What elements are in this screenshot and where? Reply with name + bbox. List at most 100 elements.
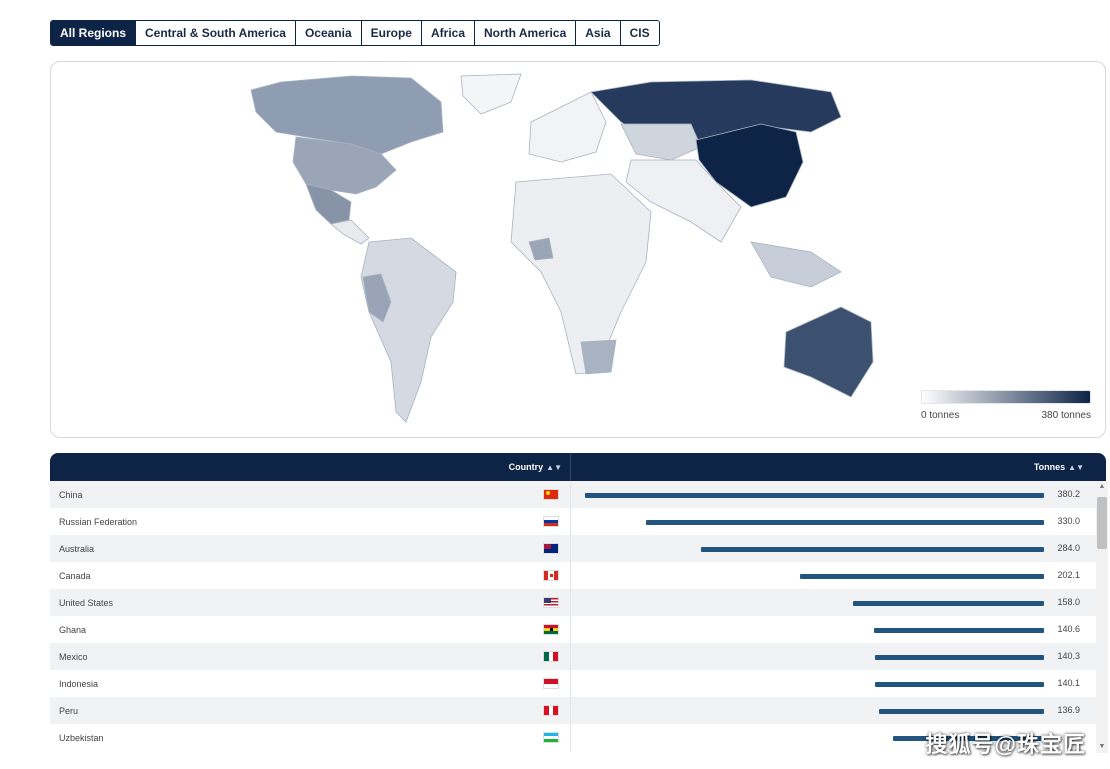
tonnes-value: 380.2 xyxy=(1057,489,1080,499)
tonnes-cell: 140.3 xyxy=(571,643,1106,670)
map-country-canada[interactable] xyxy=(250,75,444,155)
tonnes-bar xyxy=(879,709,1044,714)
sort-icon[interactable]: ▲▼ xyxy=(546,463,562,472)
table-body: China 380.2 Russian Federation 330.0 Aus… xyxy=(50,481,1106,751)
country-cell: Uzbekistan xyxy=(50,724,571,751)
country-name: Ghana xyxy=(59,624,87,635)
flag-icon xyxy=(543,732,559,743)
legend-gradient xyxy=(921,390,1091,404)
tonnes-bar xyxy=(646,520,1044,525)
tonnes-value: 330.0 xyxy=(1057,516,1080,526)
map-country-peru[interactable] xyxy=(362,273,392,323)
tonnes-bar xyxy=(893,736,1044,741)
sort-icon[interactable]: ▲▼ xyxy=(1068,463,1084,472)
table-row[interactable]: Uzbekistan xyxy=(50,724,1106,751)
tab-africa[interactable]: Africa xyxy=(421,21,475,45)
table-row[interactable]: Australia 284.0 xyxy=(50,535,1106,562)
flag-icon xyxy=(543,651,559,662)
map-country-south-africa[interactable] xyxy=(580,339,617,375)
country-name: United States xyxy=(59,597,114,608)
table-row[interactable]: China 380.2 xyxy=(50,481,1106,508)
country-name: Russian Federation xyxy=(59,516,138,527)
table-row[interactable]: Canada 202.1 xyxy=(50,562,1106,589)
legend-min-label: 0 tonnes xyxy=(921,410,960,421)
map-region-southeast-asia[interactable] xyxy=(750,241,842,288)
tonnes-cell: 284.0 xyxy=(571,535,1106,562)
flag-icon xyxy=(543,543,559,554)
country-cell: United States xyxy=(50,589,571,616)
country-cell: Peru xyxy=(50,697,571,724)
tonnes-value: 284.0 xyxy=(1057,543,1080,553)
tonnes-bar xyxy=(800,574,1044,579)
table-row[interactable]: Indonesia 140.1 xyxy=(50,670,1106,697)
country-name: Indonesia xyxy=(59,678,99,689)
tonnes-value: 158.0 xyxy=(1057,597,1080,607)
table-header: Country ▲▼ Tonnes ▲▼ xyxy=(50,453,1106,481)
tonnes-bar xyxy=(875,682,1044,687)
map-country-kazakhstan[interactable] xyxy=(620,123,702,161)
tonnes-cell xyxy=(571,724,1106,751)
map-region-south-america[interactable] xyxy=(360,237,457,423)
table-row[interactable]: Ghana 140.6 xyxy=(50,616,1106,643)
map-country-australia[interactable] xyxy=(783,306,874,398)
tonnes-cell: 140.6 xyxy=(571,616,1106,643)
country-cell: Canada xyxy=(50,562,571,589)
legend-max-label: 380 tonnes xyxy=(1041,410,1092,421)
tab-cis[interactable]: CIS xyxy=(620,21,659,45)
scroll-thumb[interactable] xyxy=(1097,497,1107,549)
tonnes-cell: 158.0 xyxy=(571,589,1106,616)
map-country-china[interactable] xyxy=(695,123,804,208)
country-name: Canada xyxy=(59,570,91,581)
tonnes-cell: 202.1 xyxy=(571,562,1106,589)
map-country-united-states[interactable] xyxy=(292,136,397,195)
country-cell: Indonesia xyxy=(50,670,571,697)
table-scrollbar[interactable]: ▲ ▼ xyxy=(1096,481,1108,753)
flag-icon xyxy=(543,570,559,581)
scroll-up-icon[interactable]: ▲ xyxy=(1098,483,1106,490)
column-header-tonnes[interactable]: Tonnes ▲▼ xyxy=(571,453,1106,481)
country-cell: China xyxy=(50,481,571,508)
flag-icon xyxy=(543,678,559,689)
tab-central-south-america[interactable]: Central & South America xyxy=(136,21,296,45)
tonnes-value: 136.9 xyxy=(1057,705,1080,715)
country-name: Uzbekistan xyxy=(59,732,104,743)
flag-icon xyxy=(543,705,559,716)
table-row[interactable]: Peru 136.9 xyxy=(50,697,1106,724)
production-table: Country ▲▼ Tonnes ▲▼ China 380.2 Russian F… xyxy=(50,453,1106,753)
country-cell: Ghana xyxy=(50,616,571,643)
country-name: China xyxy=(59,489,83,500)
table-row[interactable]: Russian Federation 330.0 xyxy=(50,508,1106,535)
tab-north-america[interactable]: North America xyxy=(475,21,577,45)
map-region-europe[interactable] xyxy=(528,91,607,163)
column-header-country-label: Country xyxy=(508,462,544,472)
tonnes-value: 140.3 xyxy=(1057,651,1080,661)
world-map-panel: 0 tonnes 380 tonnes xyxy=(50,61,1106,438)
tonnes-bar xyxy=(701,547,1044,552)
map-legend: 0 tonnes 380 tonnes xyxy=(921,390,1091,421)
tonnes-cell: 330.0 xyxy=(571,508,1106,535)
flag-icon xyxy=(543,624,559,635)
table-row[interactable]: Mexico 140.3 xyxy=(50,643,1106,670)
country-name: Australia xyxy=(59,543,95,554)
tonnes-bar xyxy=(585,493,1044,498)
column-header-country[interactable]: Country ▲▼ xyxy=(50,453,571,481)
country-name: Peru xyxy=(59,705,79,716)
map-region-south-asia[interactable] xyxy=(625,159,742,243)
map-region-central-america[interactable] xyxy=(330,219,370,245)
tonnes-bar xyxy=(874,628,1044,633)
tab-oceania[interactable]: Oceania xyxy=(295,21,362,45)
map-country-greenland[interactable] xyxy=(460,73,522,115)
tab-asia[interactable]: Asia xyxy=(576,21,621,45)
world-map[interactable] xyxy=(51,62,1106,438)
watermark: 搜狐号@珠宝匠 xyxy=(925,732,1086,757)
tab-all-regions[interactable]: All Regions xyxy=(51,21,137,45)
map-country-ghana[interactable] xyxy=(528,237,554,261)
flag-icon xyxy=(543,516,559,527)
region-tabs: All Regions Central & South America Ocea… xyxy=(50,20,660,46)
country-cell: Mexico xyxy=(50,643,571,670)
country-cell: Australia xyxy=(50,535,571,562)
flag-icon xyxy=(543,597,559,608)
scroll-down-icon[interactable]: ▼ xyxy=(1098,743,1106,750)
tab-europe[interactable]: Europe xyxy=(361,21,422,45)
table-row[interactable]: United States 158.0 xyxy=(50,589,1106,616)
